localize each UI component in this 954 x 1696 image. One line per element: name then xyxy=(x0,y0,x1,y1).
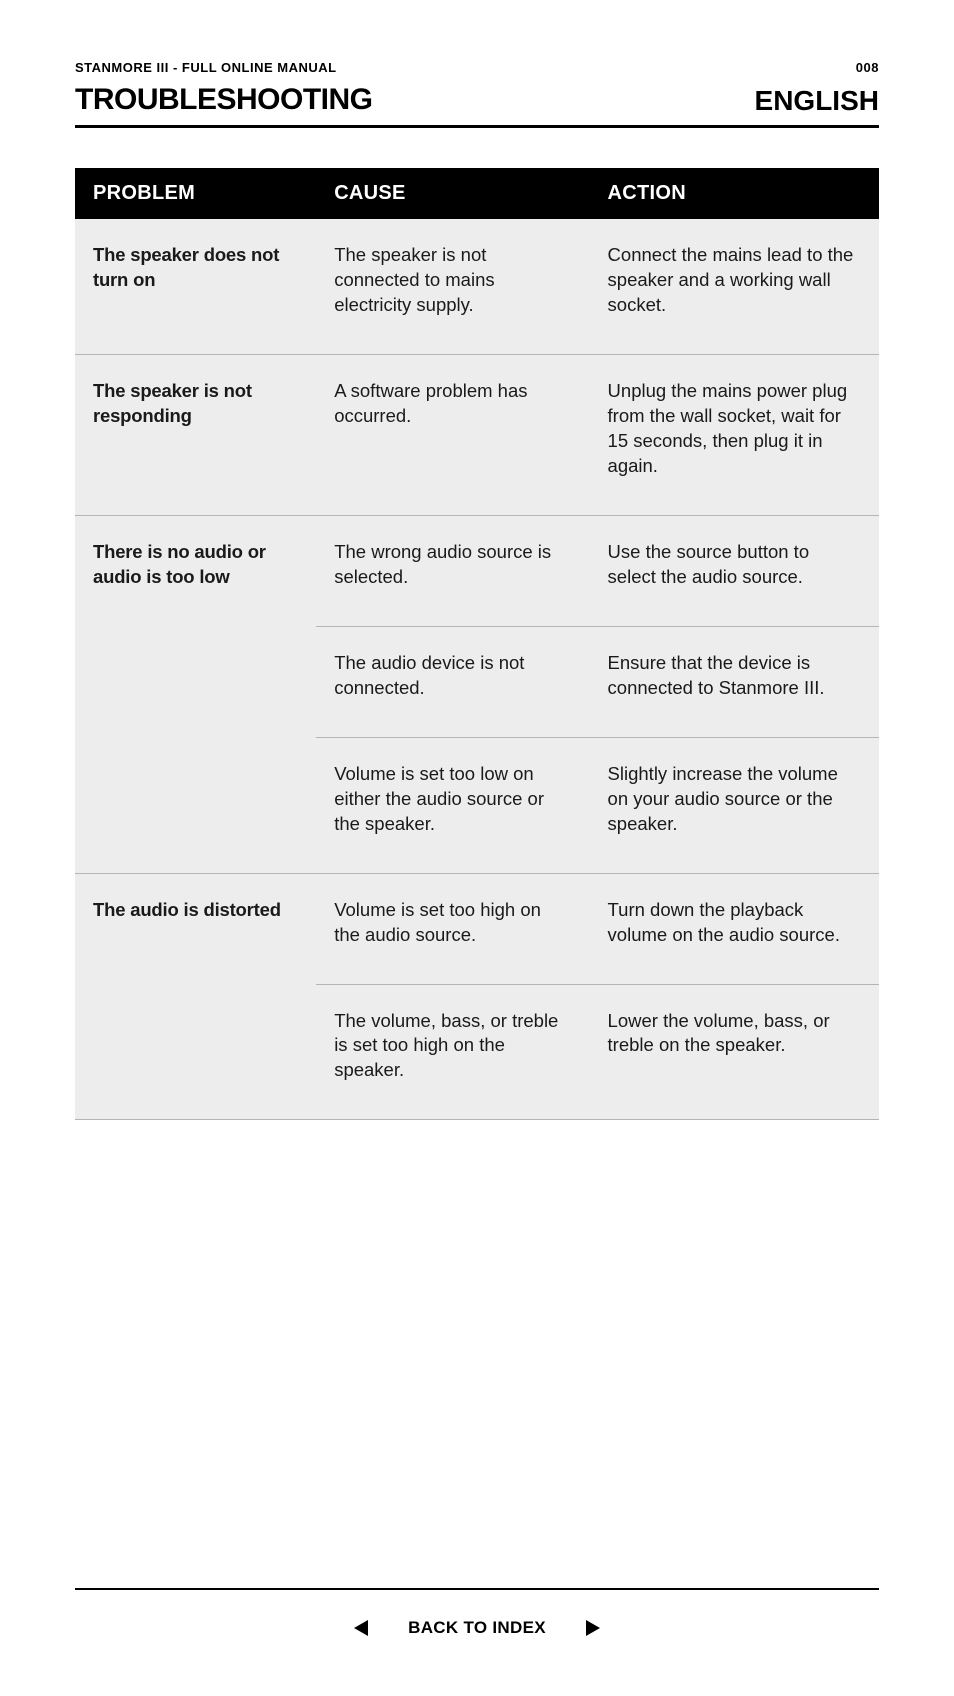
table-row: The speaker is not responding A software… xyxy=(75,354,879,515)
cell-problem: There is no audio or audio is too low xyxy=(75,515,316,626)
cell-problem xyxy=(75,984,316,1120)
cell-problem: The audio is distorted xyxy=(75,873,316,984)
cell-cause: A software problem has occurred. xyxy=(316,354,589,515)
cell-cause: Volume is set too low on either the audi… xyxy=(316,737,589,873)
cell-cause: The speaker is not connected to mains el… xyxy=(316,219,589,354)
cell-cause: The audio device is not connected. xyxy=(316,626,589,737)
page-footer: BACK TO INDEX xyxy=(75,1588,879,1641)
cell-problem xyxy=(75,626,316,737)
cell-problem: The speaker does not turn on xyxy=(75,219,316,354)
table-row: Volume is set too low on either the audi… xyxy=(75,737,879,873)
cell-cause: The wrong audio source is selected. xyxy=(316,515,589,626)
table-row: The audio device is not connected. Ensur… xyxy=(75,626,879,737)
table-row: The speaker does not turn on The speaker… xyxy=(75,219,879,354)
cell-action: Ensure that the device is connected to S… xyxy=(590,626,879,737)
cell-problem xyxy=(75,737,316,873)
page-number: 008 xyxy=(856,60,879,75)
section-title: TROUBLESHOOTING xyxy=(75,83,373,117)
col-header-cause: CAUSE xyxy=(316,168,589,219)
document-title: STANMORE III - FULL ONLINE MANUAL xyxy=(75,60,337,75)
cell-action: Unplug the mains power plug from the wal… xyxy=(590,354,879,515)
cell-action: Connect the mains lead to the speaker an… xyxy=(590,219,879,354)
prev-page-icon[interactable] xyxy=(354,1620,368,1636)
cell-action: Lower the volume, bass, or treble on the… xyxy=(590,984,879,1120)
cell-cause: The volume, bass, or treble is set too h… xyxy=(316,984,589,1120)
cell-action: Use the source button to select the audi… xyxy=(590,515,879,626)
cell-action: Slightly increase the volume on your aud… xyxy=(590,737,879,873)
cell-action: Turn down the playback volume on the aud… xyxy=(590,873,879,984)
table-row: The volume, bass, or treble is set too h… xyxy=(75,984,879,1120)
col-header-action: ACTION xyxy=(590,168,879,219)
next-page-icon[interactable] xyxy=(586,1620,600,1636)
table-row: The audio is distorted Volume is set too… xyxy=(75,873,879,984)
back-to-index-link[interactable]: BACK TO INDEX xyxy=(408,1618,546,1638)
cell-cause: Volume is set too high on the audio sour… xyxy=(316,873,589,984)
troubleshooting-table: PROBLEM CAUSE ACTION The speaker does no… xyxy=(75,168,879,1120)
language-label: ENGLISH xyxy=(755,85,879,117)
cell-problem: The speaker is not responding xyxy=(75,354,316,515)
col-header-problem: PROBLEM xyxy=(75,168,316,219)
table-row: There is no audio or audio is too low Th… xyxy=(75,515,879,626)
